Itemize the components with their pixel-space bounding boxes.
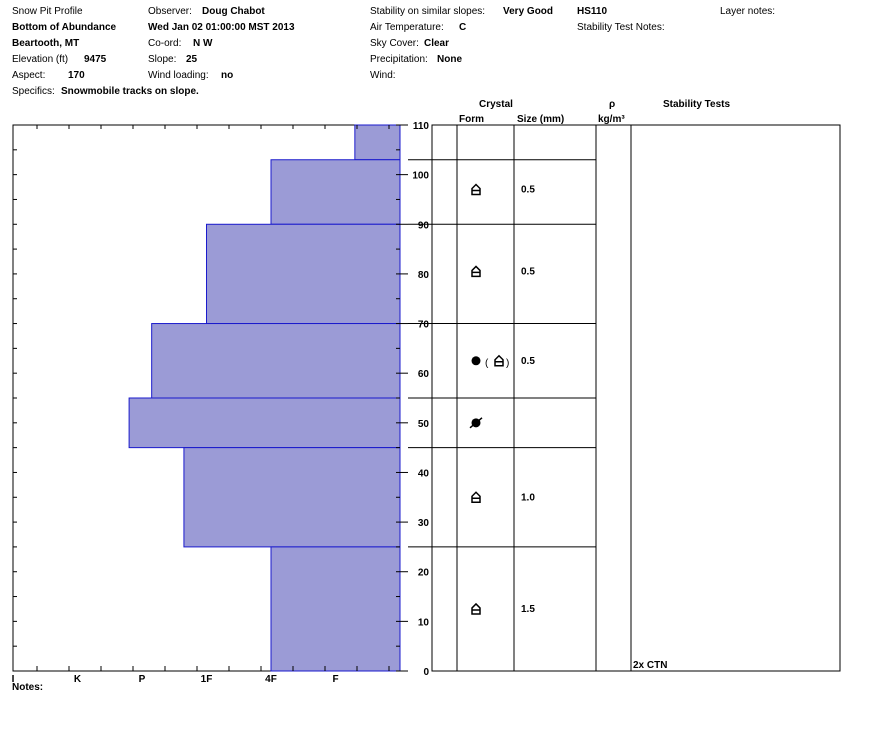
y-tick-label: 60 bbox=[418, 369, 430, 380]
y-tick-label: 10 bbox=[418, 617, 430, 628]
observer-value: Doug Chabot bbox=[202, 6, 265, 17]
x-tick-label: 4F bbox=[265, 674, 277, 685]
y-tick-label: 70 bbox=[418, 320, 430, 331]
location-name: Bottom of Abundance bbox=[12, 22, 117, 33]
elevation-label: Elevation (ft) bbox=[12, 54, 69, 65]
size-header: Size (mm) bbox=[517, 114, 565, 125]
coord-value: N W bbox=[193, 38, 213, 49]
region: Beartooth, MT bbox=[12, 38, 80, 49]
hardness-bar bbox=[354, 124, 401, 161]
precip-value: None bbox=[437, 54, 462, 65]
wind-label: Wind: bbox=[370, 70, 396, 81]
elevation-value: 9475 bbox=[84, 54, 107, 65]
stability-test-result: 2x CTN bbox=[633, 660, 667, 671]
coord-label: Co-ord: bbox=[148, 38, 182, 49]
ice-formation-slash bbox=[469, 417, 483, 429]
y-tick-label: 50 bbox=[418, 419, 430, 430]
precip-label: Precipitation: bbox=[370, 54, 428, 65]
close-paren-glyph: ) bbox=[506, 358, 509, 369]
wind-loading-label: Wind loading: bbox=[148, 70, 209, 81]
crystal-header: Crystal bbox=[479, 99, 513, 110]
slope-value: 25 bbox=[186, 54, 198, 65]
x-tick-label: I bbox=[12, 674, 15, 685]
aspect-value: 170 bbox=[68, 70, 85, 81]
datetime: Wed Jan 02 01:00:00 MST 2013 bbox=[148, 22, 295, 33]
y-tick-label: 90 bbox=[418, 220, 430, 231]
air-temp-label: Air Temperature: bbox=[370, 22, 444, 33]
x-tick-label: 1F bbox=[201, 674, 213, 685]
depth-hoar-icon bbox=[471, 602, 481, 615]
rho-header: ρ bbox=[609, 99, 616, 110]
y-tick-label: 30 bbox=[418, 518, 430, 529]
crystal-size-value: 0.5 bbox=[521, 266, 535, 277]
air-temp-value: C bbox=[459, 22, 467, 33]
specifics-label: Specifics: bbox=[12, 86, 55, 97]
x-tick-label: F bbox=[332, 674, 338, 685]
depth-hoar-icon bbox=[471, 491, 481, 504]
x-tick-label: K bbox=[74, 674, 82, 685]
crystal-size-value: 0.5 bbox=[521, 185, 535, 196]
notes-label: Notes: bbox=[12, 682, 44, 693]
sky-cover-value: Clear bbox=[424, 38, 450, 49]
observer-label: Observer: bbox=[148, 6, 192, 17]
hardness-bar bbox=[270, 546, 401, 672]
slope-label: Slope: bbox=[148, 54, 177, 65]
stability-value: Very Good bbox=[503, 6, 554, 17]
hardness-bar bbox=[128, 397, 401, 449]
crystal-size-value: 0.5 bbox=[521, 356, 535, 367]
y-tick-label: 80 bbox=[418, 270, 430, 281]
hardness-bar bbox=[183, 447, 401, 548]
aspect-label: Aspect: bbox=[12, 70, 46, 81]
graupel-icon bbox=[471, 356, 481, 366]
crystal-size-value: 1.0 bbox=[521, 492, 535, 503]
hardness-bar bbox=[270, 159, 401, 225]
depth-hoar-icon bbox=[471, 265, 481, 278]
y-tick-label: 100 bbox=[412, 171, 429, 182]
stability-tests-header: Stability Tests bbox=[663, 99, 731, 110]
depth-hoar-icon bbox=[494, 354, 504, 367]
hardness-bar bbox=[151, 323, 401, 399]
stability-test-notes-label: Stability Test Notes: bbox=[577, 22, 665, 33]
layer-notes-label: Layer notes: bbox=[720, 6, 776, 17]
sky-cover-label: Sky Cover: bbox=[370, 38, 419, 49]
crystal-size-value: 1.5 bbox=[521, 604, 535, 615]
y-tick-label: 20 bbox=[418, 568, 430, 579]
form-header: Form bbox=[459, 114, 484, 125]
stability-label: Stability on similar slopes: bbox=[370, 6, 486, 17]
wind-loading-value: no bbox=[221, 70, 234, 81]
rho-unit-header: kg/m³ bbox=[598, 114, 625, 125]
specifics-value: Snowmobile tracks on slope. bbox=[61, 86, 199, 97]
y-tick-label: 0 bbox=[423, 667, 429, 678]
y-tick-label: 40 bbox=[418, 468, 430, 479]
y-tick-label: 110 bbox=[413, 121, 430, 132]
x-tick-label: P bbox=[139, 674, 146, 685]
hs-value: HS110 bbox=[577, 6, 608, 17]
hardness-bar bbox=[206, 223, 401, 325]
profile-label: Snow Pit Profile bbox=[12, 6, 83, 17]
open-paren-glyph: ( bbox=[485, 358, 489, 369]
depth-hoar-icon bbox=[471, 183, 481, 196]
